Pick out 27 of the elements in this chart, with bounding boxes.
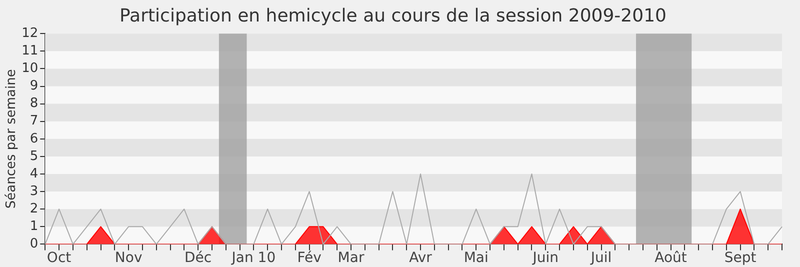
y-tick-label: 5 [30,148,38,164]
y-tick-label: 8 [30,96,38,112]
y-tick-label: 4 [30,166,38,182]
y-tick-label: 6 [30,131,38,146]
x-tick-label: Juil [590,250,612,266]
y-axis-title: Séances par semaine [4,69,20,209]
y-tick-label: 7 [30,114,38,129]
x-tick-label: Sept [724,250,757,266]
y-tick-label: 2 [30,201,38,216]
y-tick-label: 3 [30,184,38,199]
x-tick-label: Déc [184,250,212,266]
y-tick-label: 12 [22,26,38,41]
x-tick-label: Jan 10 [230,250,276,266]
chart-title: Participation en hemicycle au cours de la session 2009-2010 [120,5,666,26]
x-tick-label: Avr [409,250,432,266]
x-tick-label: Août [654,250,688,266]
y-tick-label: 0 [30,236,38,252]
x-tick-label: Oct [46,250,72,266]
x-tick-label: Juin [532,250,559,266]
x-tick-label: Fév [297,250,322,266]
x-tick-label: Mai [464,250,488,266]
y-tick-label: 11 [22,44,38,59]
x-tick-label: Mar [338,250,364,266]
y-tick-label: 1 [30,219,38,234]
x-tick-label: Nov [114,250,142,266]
y-tick-label: 9 [30,78,38,94]
y-tick-label: 10 [22,61,38,76]
